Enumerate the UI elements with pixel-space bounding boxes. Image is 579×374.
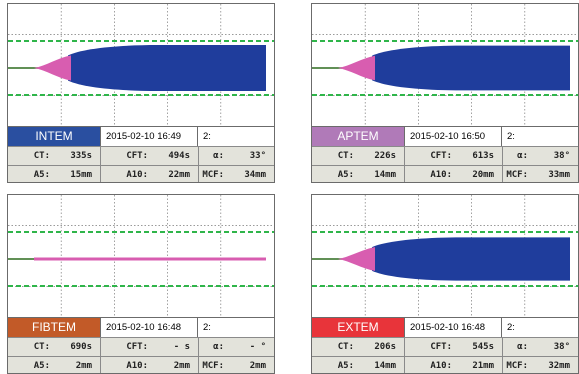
fibtem-panel: FIBTEM 2015-02-10 16:48 2: CT: 690s CFT: -… (7, 194, 275, 374)
mcf-label: MCF: (506, 361, 528, 371)
cft-value: 613s (472, 151, 494, 161)
a5-value: 14mm (374, 170, 396, 180)
cft-label: CFT: (430, 151, 452, 161)
a10-value: 21mm (472, 361, 494, 371)
a10-label: A10: (126, 361, 148, 371)
mcf-label: MCF: (202, 170, 224, 180)
a5-value: 15mm (70, 170, 92, 180)
cft-label: CFT: (126, 151, 148, 161)
temogram-plot (8, 195, 274, 317)
temogram-svg (312, 4, 578, 126)
cft-label: CFT: (430, 342, 452, 352)
a5-label: A5: (33, 361, 50, 371)
clot-firmness-trace (34, 257, 266, 261)
result-table: EXTEM 2015-02-10 16:48 2: CT: 206s CFT: 54… (312, 317, 578, 373)
temogram-svg (8, 4, 274, 126)
alpha-label: α: (213, 342, 224, 352)
initial-clot-trace (338, 55, 375, 81)
ct-value: 206s (374, 342, 396, 352)
extem-panel: EXTEM 2015-02-10 16:48 2: CT: 206s CFT: 54… (311, 194, 579, 374)
temogram-plot (312, 4, 578, 126)
result-table: FIBTEM 2015-02-10 16:48 2: CT: 690s CFT: -… (8, 317, 274, 373)
alpha-value: 33° (249, 151, 266, 161)
alpha-value: 38° (553, 342, 570, 352)
a10-value: 22mm (168, 170, 190, 180)
result-table: INTEM 2015-02-10 16:49 2: CT: 335s CFT: 49… (8, 126, 274, 182)
temogram-svg (312, 195, 578, 317)
temogram-svg (8, 195, 274, 317)
mcf-value: 33mm (548, 170, 570, 180)
metric-row: CT: 226s CFT: 613s α: 38° (312, 146, 578, 165)
clot-firmness-trace (68, 45, 266, 91)
run-date: 2015-02-10 16:49 (100, 127, 198, 146)
a10-label: A10: (430, 361, 452, 371)
run-date: 2015-02-10 16:50 (404, 127, 502, 146)
channel-label: 2: (203, 131, 211, 142)
ct-label: CT: (33, 151, 50, 161)
channel-label: 2: (507, 322, 515, 333)
aptem-panel: APTEM 2015-02-10 16:50 2: CT: 226s CFT: 61… (311, 3, 579, 183)
metric-row: A5: 15mm A10: 22mm MCF: 34mm (8, 165, 274, 182)
cft-value: 545s (472, 342, 494, 352)
ct-label: CT: (33, 342, 50, 352)
a5-value: 14mm (374, 361, 396, 371)
metric-row: CT: 335s CFT: 494s α: 33° (8, 146, 274, 165)
ct-label: CT: (337, 342, 354, 352)
assay-badge[interactable]: APTEM (312, 127, 404, 146)
metric-row: CT: 690s CFT: - s α: - ° (8, 337, 274, 356)
cft-value: - s (173, 342, 190, 352)
mcf-value: 34mm (244, 170, 266, 180)
channel-label: 2: (507, 131, 515, 142)
clot-firmness-trace (372, 45, 570, 91)
mcf-value: 32mm (548, 361, 570, 371)
mcf-value: 2mm (249, 361, 266, 371)
temogram-plot (8, 4, 274, 126)
ct-value: 690s (70, 342, 92, 352)
assay-badge[interactable]: INTEM (8, 127, 100, 146)
a5-label: A5: (337, 170, 354, 180)
alpha-label: α: (517, 151, 528, 161)
ct-label: CT: (337, 151, 354, 161)
metric-row: CT: 206s CFT: 545s α: 38° (312, 337, 578, 356)
temogram-plot (312, 195, 578, 317)
channel-label: 2: (203, 322, 211, 333)
cft-value: 494s (168, 151, 190, 161)
a10-label: A10: (126, 170, 148, 180)
alpha-label: α: (213, 151, 224, 161)
cft-label: CFT: (126, 342, 148, 352)
a5-label: A5: (337, 361, 354, 371)
a5-label: A5: (33, 170, 50, 180)
a10-label: A10: (430, 170, 452, 180)
assay-badge[interactable]: FIBTEM (8, 318, 100, 337)
alpha-value: - ° (249, 342, 266, 352)
metric-row: A5: 14mm A10: 21mm MCF: 32mm (312, 356, 578, 373)
run-date: 2015-02-10 16:48 (100, 318, 198, 337)
initial-clot-trace (338, 247, 375, 271)
a5-value: 2mm (75, 361, 92, 371)
metric-row: A5: 2mm A10: 2mm MCF: 2mm (8, 356, 274, 373)
alpha-value: 38° (553, 151, 570, 161)
run-date: 2015-02-10 16:48 (404, 318, 502, 337)
mcf-label: MCF: (506, 170, 528, 180)
alpha-label: α: (517, 342, 528, 352)
clot-firmness-trace (372, 237, 570, 281)
intem-panel: INTEM 2015-02-10 16:49 2: CT: 335s CFT: 49… (7, 3, 275, 183)
a10-value: 20mm (472, 170, 494, 180)
mcf-label: MCF: (202, 361, 224, 371)
metric-row: A5: 14mm A10: 20mm MCF: 33mm (312, 165, 578, 182)
initial-clot-trace (34, 55, 71, 81)
assay-badge[interactable]: EXTEM (312, 318, 404, 337)
ct-value: 335s (70, 151, 92, 161)
a10-value: 2mm (173, 361, 190, 371)
result-table: APTEM 2015-02-10 16:50 2: CT: 226s CFT: 61… (312, 126, 578, 182)
ct-value: 226s (374, 151, 396, 161)
